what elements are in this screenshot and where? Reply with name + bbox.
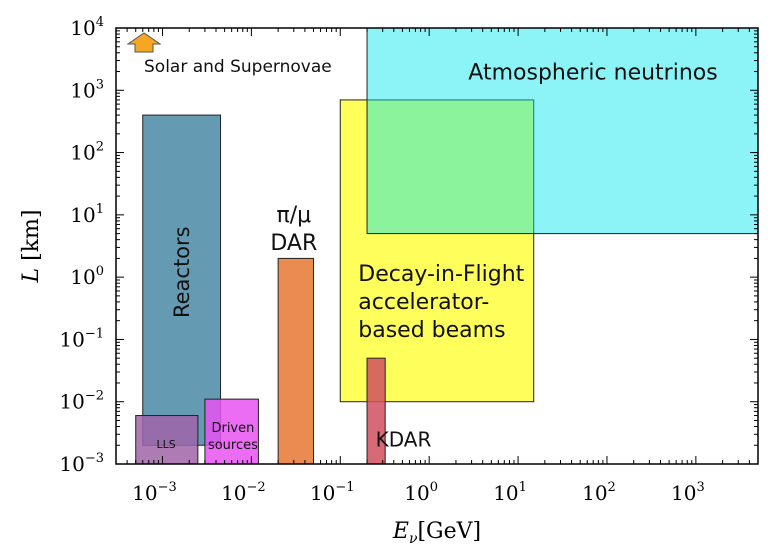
- region-dar: [277, 257, 315, 465]
- plot-frame: [115, 27, 759, 465]
- y-tick-label: 101: [70, 202, 104, 227]
- region-label-reactors: Reactors: [170, 226, 194, 318]
- x-tick-label: 10−1: [310, 480, 355, 505]
- chart-regions: [135, 27, 759, 465]
- x-tick-label: 103: [671, 480, 705, 505]
- y-tick-label: 10−1: [59, 326, 104, 351]
- annotation-solar-and-supernovae: Solar and Supernovae: [144, 57, 332, 77]
- y-tick-label: 10−2: [59, 389, 104, 414]
- region-lls: [135, 415, 199, 465]
- axis-tick-labels: 10−3 10−2 10−1 100 101 102 103 10−3 10−2 10−1 100 1…: [59, 15, 704, 505]
- x-tick-label: 101: [493, 480, 527, 505]
- y-axis-label: L [km]: [19, 210, 44, 284]
- region-label-lls: LLS: [157, 438, 176, 451]
- x-tick-label: 102: [582, 480, 616, 505]
- axis-ticks: [115, 27, 759, 465]
- region-reactors: [142, 114, 222, 446]
- y-tick-label: 104: [70, 15, 104, 40]
- y-tick-label: 10−3: [59, 451, 104, 476]
- chart-region-labels: Reactors Decay-in-Flight accelerator-based…: [157, 60, 718, 453]
- region-decay-in-flight-accelerator-based-beams: [339, 99, 535, 403]
- region-label-driven-sources: Driven sources: [208, 421, 258, 453]
- region-atmospheric-neutrinos: [366, 27, 759, 235]
- axis-labels: Eν[GeV] L [km]: [19, 210, 481, 547]
- y-tick-label: 100: [70, 264, 104, 289]
- region-label-dar: π/μ DAR: [270, 203, 317, 256]
- x-tick-label: 100: [404, 480, 438, 505]
- region-label-atmospheric-neutrinos: Atmospheric neutrinos: [468, 60, 717, 85]
- chart-annotation: Solar and Supernovae: [126, 32, 332, 77]
- x-axis-label: Eν[GeV]: [392, 519, 481, 547]
- y-tick-label: 103: [70, 77, 104, 102]
- up-arrow-icon: [126, 32, 162, 53]
- x-tick-label: 10−2: [221, 480, 266, 505]
- region-label-kdar: KDAR: [376, 428, 432, 452]
- x-tick-label: 10−3: [132, 480, 177, 505]
- region-label-decay-in-flight-accelerator-based-beams: Decay-in-Flight accelerator-based beams: [358, 262, 524, 343]
- y-tick-label: 102: [70, 140, 104, 165]
